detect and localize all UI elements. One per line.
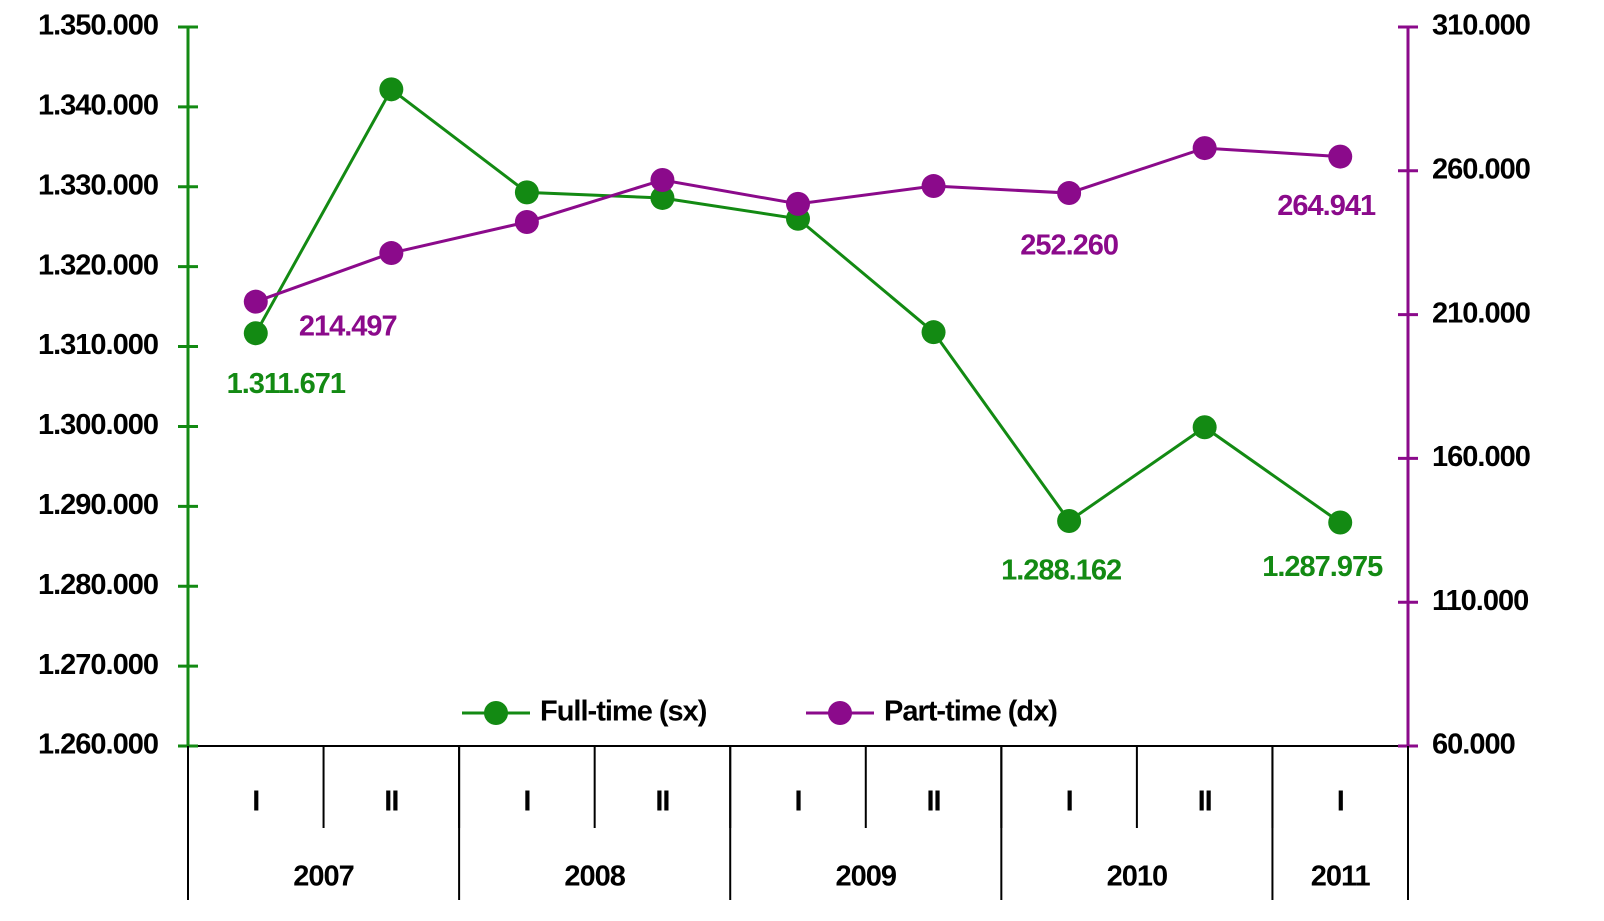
x-tick-label: I <box>1066 786 1073 818</box>
x-tick-label: II <box>384 786 398 818</box>
y-tick-label: 1.290.000 <box>38 489 158 521</box>
data-label: 252.260 <box>1020 230 1118 262</box>
series-line <box>254 87 1342 524</box>
y-tick-label: 1.340.000 <box>38 90 158 122</box>
data-point <box>650 185 675 210</box>
y2-tick-label: 110.000 <box>1432 585 1528 617</box>
data-point <box>1192 136 1217 161</box>
data-point <box>1328 510 1353 535</box>
data-point <box>1057 181 1082 206</box>
x-group-label: 2008 <box>564 861 625 893</box>
legend-marker <box>484 701 508 725</box>
y-tick-label: 1.270.000 <box>38 649 158 681</box>
x-group-label: 2010 <box>1107 861 1168 893</box>
data-point <box>514 180 539 205</box>
x-group-label: 2007 <box>293 861 354 893</box>
data-point <box>650 168 675 193</box>
y2-tick-label: 310.000 <box>1432 10 1530 42</box>
y-tick-label: 1.350.000 <box>38 10 158 42</box>
y-tick-label: 1.300.000 <box>38 409 158 441</box>
y2-tick-label: 160.000 <box>1432 441 1530 473</box>
data-point <box>1192 415 1217 440</box>
legend-marker <box>828 701 852 725</box>
data-point <box>921 320 946 345</box>
data-point <box>1057 509 1082 534</box>
data-point <box>1328 144 1353 169</box>
data-point <box>921 174 946 199</box>
y-tick-label: 1.310.000 <box>38 329 158 361</box>
data-point <box>514 209 539 234</box>
data-point <box>243 321 268 346</box>
data-label: 1.311.671 <box>227 368 346 400</box>
x-tick-label: II <box>655 786 669 818</box>
x-group-label: 2009 <box>836 861 897 893</box>
y2-tick-label: 210.000 <box>1432 297 1530 329</box>
data-label: 214.497 <box>299 310 397 342</box>
x-tick-label: I <box>1337 786 1344 818</box>
legend-label: Full-time (sx) <box>540 696 707 728</box>
y-tick-label: 1.330.000 <box>38 169 158 201</box>
data-point <box>786 191 810 216</box>
data-point <box>243 289 268 314</box>
data-point <box>379 77 404 102</box>
y-tick-label: 1.260.000 <box>38 729 158 761</box>
y2-tick-label: 60.000 <box>1432 729 1515 761</box>
x-tick-label: II <box>926 786 940 818</box>
x-tick-label: I <box>794 786 801 818</box>
y2-tick-label: 260.000 <box>1432 153 1530 185</box>
y-tick-label: 1.280.000 <box>38 569 158 601</box>
data-label: 1.288.162 <box>1001 555 1121 587</box>
x-tick-label: I <box>252 786 259 818</box>
data-label: 1.287.975 <box>1262 551 1383 583</box>
y-tick-label: 1.320.000 <box>38 249 158 281</box>
x-tick-label: II <box>1198 786 1212 818</box>
data-point <box>379 241 404 266</box>
x-group-label: 2011 <box>1311 861 1371 893</box>
legend-label: Part-time (dx) <box>884 696 1057 728</box>
x-tick-label: I <box>523 786 530 818</box>
data-label: 264.941 <box>1277 190 1376 222</box>
